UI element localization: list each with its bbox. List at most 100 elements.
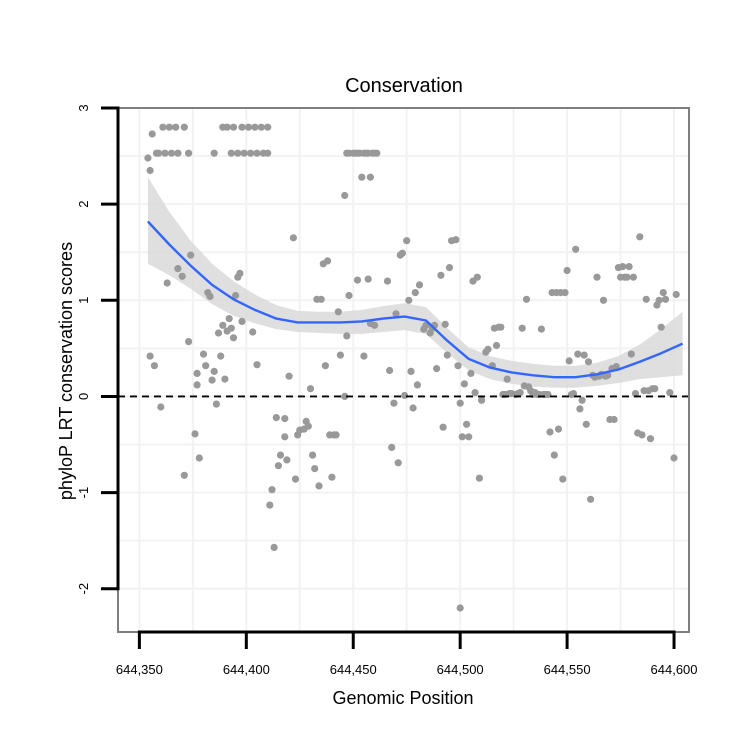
data-point bbox=[559, 475, 567, 483]
y-tick-label: 3 bbox=[76, 104, 91, 111]
data-point bbox=[238, 123, 246, 131]
data-point bbox=[229, 334, 238, 342]
data-point bbox=[187, 251, 195, 259]
x-tick-label: 644,350 bbox=[116, 662, 163, 677]
data-point bbox=[217, 352, 225, 360]
data-point bbox=[174, 265, 182, 273]
data-point bbox=[159, 123, 167, 131]
smooth-line bbox=[147, 220, 684, 379]
y-tick-label: -2 bbox=[76, 583, 91, 595]
data-point bbox=[503, 375, 511, 383]
data-point bbox=[563, 266, 571, 275]
data-point bbox=[185, 338, 193, 346]
data-point bbox=[582, 420, 590, 428]
data-point bbox=[285, 372, 293, 380]
data-point bbox=[516, 389, 524, 397]
data-point bbox=[456, 604, 464, 612]
data-point bbox=[240, 149, 248, 157]
data-point bbox=[443, 351, 451, 359]
data-point bbox=[206, 292, 214, 300]
data-point bbox=[454, 362, 462, 370]
data-point bbox=[317, 295, 325, 303]
y-tick-label: 0 bbox=[76, 393, 91, 400]
data-point bbox=[321, 362, 329, 370]
data-point bbox=[467, 369, 475, 377]
data-point bbox=[439, 423, 447, 431]
data-point bbox=[328, 473, 336, 481]
y-axis: -2 -1 0 1 2 3 bbox=[76, 104, 120, 595]
data-point bbox=[167, 149, 176, 157]
data-point bbox=[366, 173, 374, 181]
data-point bbox=[492, 341, 501, 350]
x-tick-label: 644,500 bbox=[437, 662, 484, 677]
data-point bbox=[272, 414, 280, 422]
data-point bbox=[274, 462, 282, 470]
data-point bbox=[371, 321, 379, 329]
data-point bbox=[345, 291, 353, 300]
data-point bbox=[672, 290, 680, 299]
data-point bbox=[174, 149, 182, 157]
data-point bbox=[247, 149, 255, 157]
data-point bbox=[341, 191, 349, 200]
data-point bbox=[234, 149, 242, 157]
data-point bbox=[670, 454, 678, 462]
data-point bbox=[163, 279, 171, 287]
data-point bbox=[544, 390, 552, 399]
data-point bbox=[407, 367, 415, 375]
data-point bbox=[283, 456, 291, 464]
data-point bbox=[619, 263, 627, 271]
data-point bbox=[452, 236, 460, 244]
data-point bbox=[253, 149, 261, 157]
data-point bbox=[561, 289, 569, 297]
data-point bbox=[631, 390, 640, 398]
data-point bbox=[390, 399, 398, 407]
data-point bbox=[225, 315, 233, 323]
data-point bbox=[364, 275, 372, 283]
y-tick-label: 2 bbox=[76, 201, 91, 208]
data-point bbox=[202, 362, 210, 370]
data-point bbox=[146, 352, 154, 360]
data-point bbox=[456, 399, 464, 407]
data-point bbox=[257, 123, 265, 131]
data-point bbox=[180, 123, 188, 131]
data-point bbox=[161, 149, 169, 157]
data-point bbox=[398, 249, 406, 257]
data-point bbox=[587, 495, 595, 503]
data-point bbox=[593, 273, 601, 281]
data-point bbox=[208, 376, 216, 384]
data-point bbox=[232, 291, 240, 300]
data-point bbox=[155, 149, 163, 157]
data-point bbox=[415, 281, 424, 289]
data-point bbox=[251, 123, 259, 131]
data-point bbox=[249, 328, 257, 336]
data-point bbox=[580, 351, 588, 359]
data-point bbox=[306, 385, 315, 393]
data-point bbox=[229, 123, 238, 131]
data-point bbox=[336, 351, 344, 359]
data-point bbox=[281, 415, 289, 423]
data-point bbox=[373, 149, 381, 157]
data-point bbox=[572, 245, 580, 253]
data-point bbox=[383, 277, 392, 285]
data-point bbox=[324, 257, 332, 265]
data-point bbox=[475, 474, 483, 482]
data-point bbox=[193, 369, 201, 377]
data-point bbox=[659, 289, 667, 297]
y-tick-label: -1 bbox=[76, 487, 91, 499]
data-point bbox=[221, 375, 229, 383]
data-point bbox=[403, 237, 411, 245]
data-point bbox=[210, 367, 218, 375]
data-point bbox=[304, 422, 312, 430]
data-point bbox=[180, 471, 188, 479]
x-tick-label: 644,400 bbox=[223, 662, 270, 677]
data-point bbox=[165, 123, 173, 131]
data-point bbox=[212, 400, 220, 408]
x-axis: 644,350 644,400 644,450 644,500 644,550 644,6… bbox=[116, 630, 698, 677]
data-point bbox=[191, 430, 199, 438]
data-point bbox=[394, 459, 402, 467]
data-point bbox=[150, 362, 158, 370]
data-point bbox=[281, 433, 289, 441]
data-point bbox=[411, 289, 419, 297]
x-tick-label: 644,450 bbox=[330, 662, 377, 677]
